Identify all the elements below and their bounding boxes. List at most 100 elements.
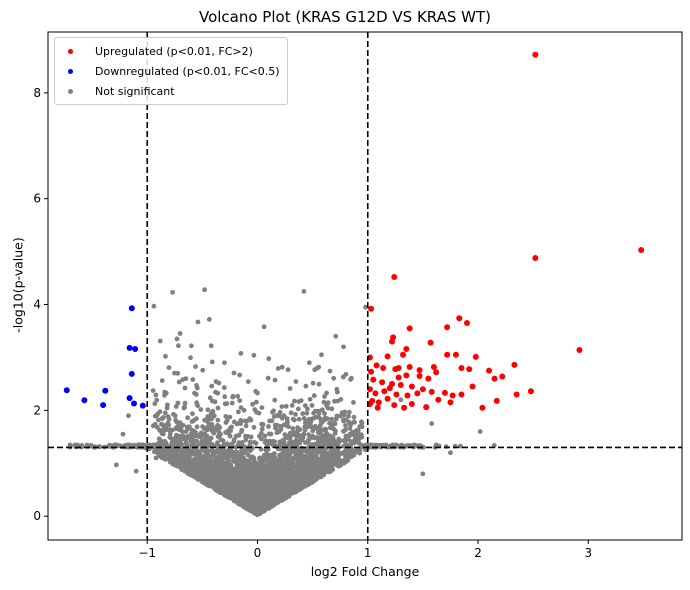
point-not-significant (287, 450, 293, 456)
point-not-significant (297, 427, 303, 432)
point-not-significant (232, 459, 238, 465)
point-not-significant (272, 478, 278, 484)
point-downregulated (139, 402, 146, 409)
point-not-significant (268, 495, 274, 501)
point-not-significant (337, 413, 343, 419)
point-not-significant (195, 319, 201, 325)
point-not-significant (248, 476, 254, 482)
point-not-significant (113, 462, 119, 468)
point-upregulated (408, 383, 415, 390)
point-not-significant (324, 430, 329, 436)
point-not-significant (292, 417, 297, 423)
point-not-significant (316, 458, 321, 463)
point-not-significant (312, 423, 318, 429)
point-not-significant (227, 414, 233, 420)
point-not-significant (266, 424, 271, 429)
point-not-significant (313, 474, 319, 480)
point-not-significant (281, 482, 287, 488)
point-not-significant (227, 433, 233, 439)
point-not-significant (179, 442, 185, 447)
point-not-significant (237, 419, 243, 425)
point-not-significant (228, 464, 234, 469)
point-not-significant (302, 427, 308, 433)
point-not-significant (343, 457, 349, 463)
point-not-significant (281, 469, 287, 474)
point-not-significant (152, 421, 158, 427)
point-not-significant (341, 438, 347, 443)
point-not-significant (272, 397, 278, 403)
point-not-significant (176, 379, 182, 385)
point-not-significant (372, 442, 377, 448)
point-not-significant (245, 459, 251, 464)
point-not-significant (139, 442, 145, 448)
point-not-significant (168, 435, 174, 441)
point-not-significant (174, 419, 180, 425)
point-not-significant (258, 430, 264, 436)
point-not-significant (162, 427, 168, 433)
point-not-significant (188, 343, 194, 349)
point-not-significant (304, 410, 310, 416)
point-not-significant (206, 448, 211, 454)
point-not-significant (254, 511, 260, 517)
point-upregulated (391, 402, 398, 409)
point-not-significant (236, 432, 242, 438)
point-not-significant (178, 425, 184, 431)
point-not-significant (154, 397, 160, 403)
point-not-significant (174, 439, 180, 445)
point-not-significant (301, 289, 307, 294)
point-not-significant (215, 417, 221, 423)
point-not-significant (201, 432, 206, 437)
point-not-significant (155, 450, 161, 456)
point-not-significant (259, 486, 265, 491)
point-not-significant (301, 482, 306, 488)
point-not-significant (279, 404, 285, 409)
point-not-significant (231, 494, 237, 500)
point-not-significant (225, 467, 231, 472)
point-not-significant (200, 440, 205, 446)
point-not-significant (318, 416, 323, 422)
point-not-significant (210, 464, 216, 470)
point-not-significant (212, 477, 218, 482)
point-not-significant (291, 482, 297, 488)
point-not-significant (276, 489, 282, 494)
point-not-significant (254, 472, 260, 477)
point-not-significant (260, 475, 265, 481)
point-not-significant (398, 397, 404, 403)
point-upregulated (403, 372, 410, 379)
point-not-significant (280, 450, 286, 455)
point-not-significant (224, 401, 230, 406)
point-not-significant (263, 447, 269, 453)
point-not-significant (278, 424, 283, 429)
point-not-significant (300, 411, 306, 416)
point-not-significant (363, 304, 368, 310)
point-not-significant (216, 434, 222, 440)
x-tick-label: −1 (138, 546, 156, 560)
point-not-significant (327, 420, 332, 426)
point-not-significant (209, 442, 215, 447)
point-not-significant (203, 459, 209, 465)
point-not-significant (183, 376, 189, 382)
point-not-significant (185, 415, 191, 421)
point-not-significant (359, 419, 364, 425)
point-not-significant (429, 421, 435, 426)
point-not-significant (261, 324, 267, 330)
point-not-significant (265, 375, 271, 381)
point-not-significant (207, 455, 213, 461)
point-upregulated (386, 385, 393, 392)
point-upregulated (486, 367, 493, 374)
point-upregulated (479, 404, 486, 411)
point-upregulated (532, 254, 539, 261)
point-not-significant (273, 492, 279, 498)
point-not-significant (222, 463, 228, 469)
point-downregulated (100, 402, 107, 409)
point-upregulated (466, 366, 473, 373)
point-not-significant (312, 441, 318, 447)
point-not-significant (285, 488, 291, 494)
point-not-significant (322, 394, 327, 399)
point-not-significant (159, 416, 165, 421)
point-upregulated (391, 274, 398, 281)
point-not-significant (247, 485, 253, 491)
point-not-significant (220, 438, 226, 444)
point-not-significant (277, 481, 283, 486)
